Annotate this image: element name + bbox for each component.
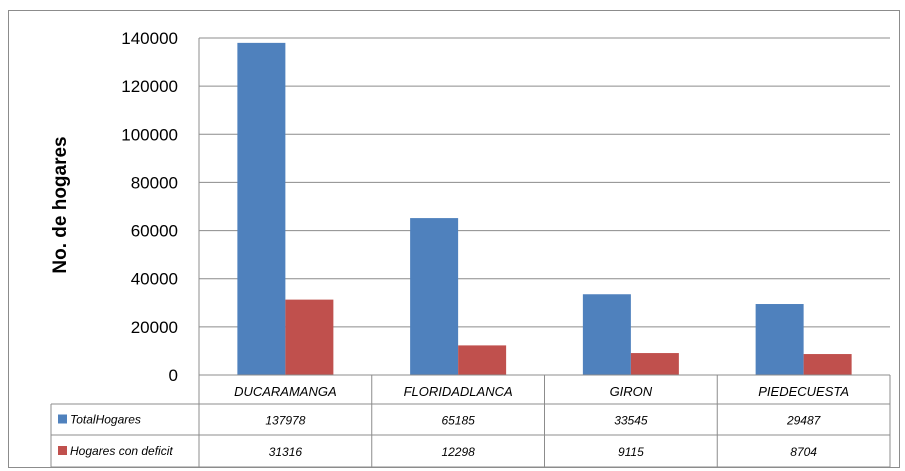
y-tick-label: 20000 (131, 318, 178, 337)
legend-entry: Hogares con deficit (70, 444, 173, 458)
category-label: GIRON (610, 384, 653, 399)
y-axis-ticks: 0 20000 40000 60000 80000 100000 120000 140000 (121, 29, 178, 385)
data-table: DUCARAMANGA FLORIDADLANCA GIRON PIEDECUESTA… (50, 374, 891, 468)
bar-hogares-deficit (285, 299, 334, 375)
y-tick-label: 80000 (131, 173, 178, 192)
table-cell-value: 8704 (790, 445, 817, 459)
bars (237, 42, 852, 375)
y-tick-label: 0 (169, 366, 178, 385)
table-cell-value: 29487 (786, 414, 822, 428)
y-tick-label: 140000 (121, 29, 178, 48)
y-tick-label: 60000 (131, 222, 178, 241)
table-cell-value: 12298 (441, 445, 475, 459)
category-label: FLORIDADLANCA (404, 384, 513, 399)
bar-hogares-deficit (803, 354, 852, 375)
bar-total-hogares (755, 304, 804, 375)
category-label: DUCARAMANGA (234, 384, 337, 399)
table-cell-value: 137978 (265, 414, 305, 428)
table-cell-value: 31316 (269, 445, 303, 459)
legend-swatch (58, 446, 67, 455)
legend-entry: TotalHogares (70, 413, 141, 427)
bar-hogares-deficit (630, 353, 679, 375)
table-cell-value: 33545 (614, 414, 648, 428)
bar-total-hogares (237, 42, 286, 375)
category-label: PIEDECUESTA (758, 384, 849, 399)
y-tick-label: 40000 (131, 270, 178, 289)
y-tick-label: 100000 (121, 125, 178, 144)
bar-hogares-deficit (458, 345, 507, 375)
y-tick-label: 120000 (121, 77, 178, 96)
bar-total-hogares (410, 218, 459, 375)
table-cell-value: 9115 (618, 445, 644, 459)
legend-swatch (58, 414, 67, 424)
bar-total-hogares (582, 294, 631, 375)
table-cell-value: 65185 (441, 414, 475, 428)
y-axis-label: No. de hogares (50, 136, 71, 273)
